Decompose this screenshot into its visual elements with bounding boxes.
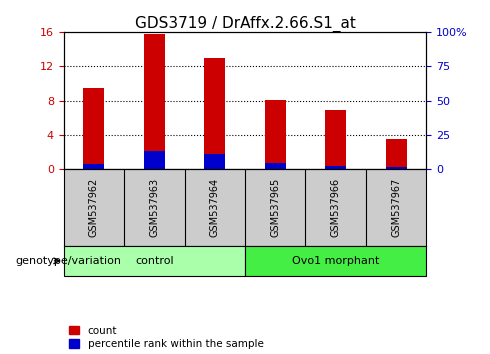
Bar — [64, 246, 245, 276]
Text: GSM537967: GSM537967 — [391, 178, 401, 237]
Title: GDS3719 / DrAffx.2.66.S1_at: GDS3719 / DrAffx.2.66.S1_at — [135, 16, 355, 32]
Text: GSM537964: GSM537964 — [210, 178, 220, 237]
Text: Ovo1 morphant: Ovo1 morphant — [292, 256, 379, 266]
Bar — [144, 152, 165, 169]
Legend: count, percentile rank within the sample: count, percentile rank within the sample — [69, 326, 264, 349]
Bar — [325, 110, 346, 169]
Bar — [204, 154, 225, 169]
Bar — [83, 164, 104, 169]
Bar — [245, 246, 426, 276]
Bar — [265, 163, 286, 169]
Bar — [386, 139, 407, 169]
Text: GSM537966: GSM537966 — [331, 178, 341, 237]
Bar — [325, 166, 346, 169]
Text: GSM537962: GSM537962 — [89, 178, 99, 237]
Bar — [265, 100, 286, 169]
Bar — [204, 58, 225, 169]
Bar — [144, 34, 165, 169]
Text: control: control — [135, 256, 173, 266]
Bar — [83, 88, 104, 169]
Text: GSM537963: GSM537963 — [149, 178, 159, 237]
Text: GSM537965: GSM537965 — [270, 178, 280, 237]
Text: genotype/variation: genotype/variation — [15, 256, 122, 266]
Bar — [386, 167, 407, 169]
